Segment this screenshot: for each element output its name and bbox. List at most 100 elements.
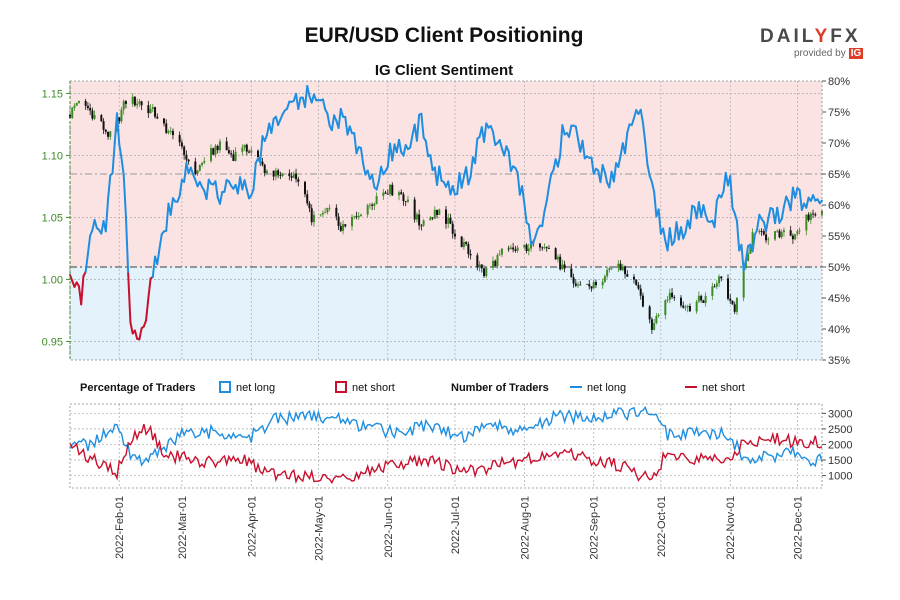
sentiment-segment bbox=[118, 143, 123, 159]
sentiment-segment bbox=[612, 162, 618, 183]
traders-net-short-line bbox=[69, 423, 823, 485]
candle-body bbox=[178, 135, 181, 143]
candle-body bbox=[104, 129, 107, 132]
sentiment-tick-label: 50% bbox=[828, 262, 850, 274]
candle-body bbox=[657, 314, 660, 317]
candle-body bbox=[122, 101, 125, 110]
x-tick-label: 2022-Oct-01 bbox=[656, 496, 668, 557]
candle-body bbox=[140, 101, 143, 106]
candle-body bbox=[77, 100, 80, 103]
candle-body bbox=[133, 96, 136, 106]
candle-body bbox=[91, 110, 94, 119]
candle-body bbox=[310, 208, 313, 223]
sentiment-segment bbox=[133, 329, 139, 340]
candle-body bbox=[762, 231, 765, 235]
price-tick-label: 1.00 bbox=[42, 274, 63, 286]
sentiment-segment bbox=[704, 213, 709, 223]
sentiment-segment bbox=[729, 174, 734, 209]
sentiment-segment bbox=[127, 272, 132, 324]
sentiment-segment bbox=[776, 206, 781, 224]
candle-body bbox=[476, 255, 479, 267]
sentiment-line bbox=[69, 85, 823, 341]
candle-body bbox=[767, 239, 770, 241]
candle-body bbox=[500, 248, 503, 255]
sentiment-segment bbox=[767, 207, 772, 220]
price-tick-label: 1.10 bbox=[42, 150, 63, 162]
candle-body bbox=[373, 203, 376, 206]
candle-body bbox=[118, 117, 121, 122]
candle-body bbox=[798, 230, 801, 232]
candle-body bbox=[695, 301, 698, 312]
candle-body bbox=[451, 223, 454, 234]
traders-lines bbox=[69, 405, 823, 485]
legend-pct-short-label: net short bbox=[352, 382, 395, 394]
sentiment-segment bbox=[147, 277, 152, 300]
sentiment-segment bbox=[498, 139, 503, 150]
date-axis-labels: 2022-Feb-01 2022-Mar-01 2022-Apr-01 2022-Ma… bbox=[114, 496, 804, 561]
sentiment-tick-label: 35% bbox=[828, 355, 850, 367]
candle-body bbox=[281, 173, 284, 176]
logo-text-accent: Y bbox=[814, 26, 831, 47]
candle-body bbox=[353, 216, 356, 218]
sentiment-tick-label: 75% bbox=[828, 107, 850, 119]
candle-body bbox=[610, 268, 613, 270]
sentiment-segment bbox=[158, 233, 163, 250]
sentiment-segment bbox=[263, 134, 268, 143]
sentiment-segment bbox=[362, 162, 367, 176]
candle-body bbox=[389, 184, 392, 194]
sentiment-segment bbox=[668, 227, 674, 246]
candle-body bbox=[225, 141, 228, 151]
price-tick-label: 0.95 bbox=[42, 336, 63, 348]
sentiment-tick-label: 40% bbox=[828, 324, 850, 336]
sentiment-segment bbox=[646, 163, 651, 177]
legend-percentage-heading: Percentage of Traders bbox=[80, 382, 196, 394]
sentiment-segment bbox=[377, 165, 383, 182]
candle-body bbox=[570, 268, 573, 278]
candle-body bbox=[574, 283, 577, 286]
candle-body bbox=[507, 248, 510, 250]
legend-pct-short-swatch bbox=[335, 381, 347, 393]
candle-body bbox=[230, 153, 233, 155]
candle-body bbox=[295, 173, 298, 180]
sentiment-segment bbox=[744, 244, 750, 262]
sentiment-segment bbox=[223, 178, 228, 193]
candle-body bbox=[131, 96, 134, 104]
candle-body bbox=[319, 214, 322, 216]
candle-body bbox=[342, 224, 345, 231]
sentiment-segment bbox=[765, 217, 770, 233]
sentiment-segment bbox=[617, 154, 622, 168]
candle-body bbox=[420, 225, 423, 227]
sentiment-segment bbox=[657, 208, 662, 235]
legend-pct-long-swatch bbox=[219, 381, 231, 393]
x-tick-label: 2022-Mar-01 bbox=[177, 496, 189, 559]
candle-body bbox=[637, 285, 640, 289]
price-tick-label: 1.05 bbox=[42, 212, 63, 224]
candle-body bbox=[559, 256, 562, 270]
sentiment-segment bbox=[474, 137, 479, 165]
sentiment-segment bbox=[176, 195, 181, 203]
sentiment-segment bbox=[650, 181, 656, 193]
candle-body bbox=[639, 288, 642, 296]
sentiment-segment bbox=[104, 198, 110, 233]
sentiment-segment bbox=[521, 185, 526, 205]
sentiment-segment bbox=[243, 179, 248, 191]
candle-body bbox=[492, 260, 494, 268]
candle-body bbox=[138, 101, 141, 104]
sentiment-segment bbox=[794, 187, 799, 199]
candle-body bbox=[89, 108, 92, 111]
sentiment-segment bbox=[326, 112, 331, 127]
traders-tick-label: 2000 bbox=[828, 439, 852, 451]
candle-body bbox=[194, 161, 197, 174]
price-tick-label: 1.15 bbox=[42, 88, 63, 100]
candle-body bbox=[760, 230, 763, 232]
sentiment-segment bbox=[122, 174, 127, 218]
candle-body bbox=[433, 209, 436, 219]
candle-body bbox=[297, 179, 300, 182]
candle-body bbox=[498, 254, 501, 256]
sentiment-segment bbox=[245, 188, 251, 200]
candle-body bbox=[351, 217, 353, 227]
candle-body bbox=[594, 282, 597, 286]
sentiment-segment bbox=[556, 154, 562, 168]
sentiment-segment bbox=[286, 100, 291, 110]
